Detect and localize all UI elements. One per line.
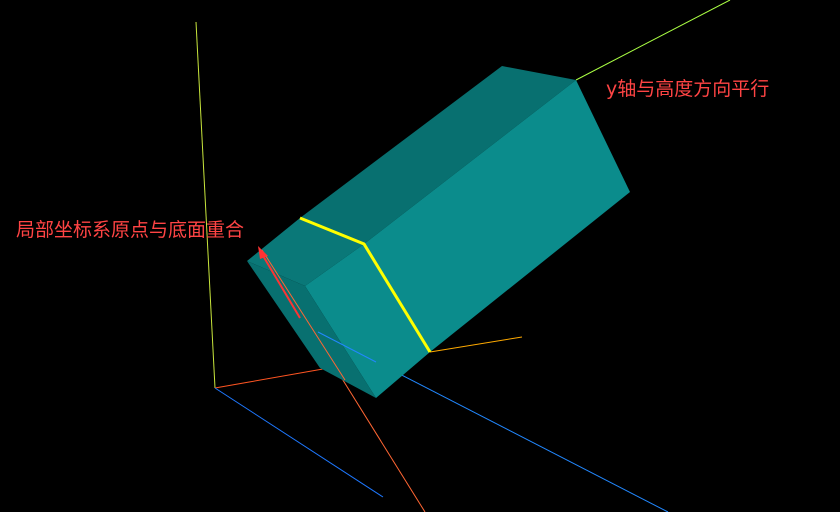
box-side-face	[364, 80, 630, 352]
world-x-axis	[214, 365, 341, 389]
orange-axis	[429, 336, 523, 353]
seam-line	[299, 216, 432, 353]
world-y-axis	[195, 21, 216, 389]
origin-annotation: 局部坐标系原点与底面重合	[16, 219, 245, 241]
local-y-axis	[575, 0, 731, 81]
local-z-axis-overlay	[317, 331, 377, 363]
box-end-face	[247, 261, 376, 398]
y-axis-annotation: y轴与高度方向平行	[606, 78, 770, 100]
local-x-axis-overlay	[261, 249, 346, 381]
box-bottom-front-face	[305, 244, 430, 398]
origin-arrow-shaft	[261, 253, 301, 319]
origin-arrow-head	[258, 246, 268, 259]
box-left-face	[247, 218, 364, 286]
world-z-axis	[214, 387, 384, 498]
box-top-face	[300, 66, 576, 244]
